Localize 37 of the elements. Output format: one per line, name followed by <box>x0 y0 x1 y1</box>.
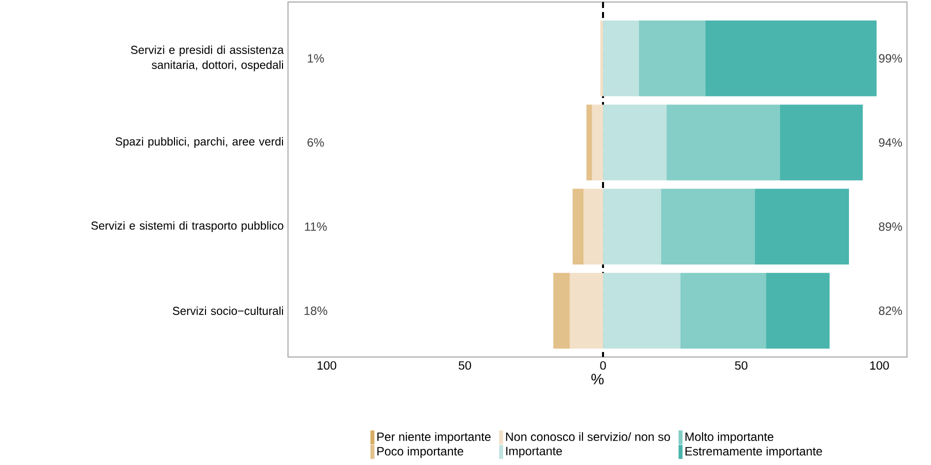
bar <box>780 104 863 180</box>
legend-label: Per niente importante <box>377 432 491 444</box>
x-tick-label: 100 <box>870 361 889 370</box>
bar <box>638 20 706 96</box>
x-tick-label: 50 <box>458 361 472 370</box>
bar <box>661 188 756 264</box>
bar <box>603 272 680 349</box>
y-tick-label: Servizi socio−culturali <box>172 306 283 315</box>
legend-label: Poco importante <box>377 446 464 458</box>
bar <box>680 272 766 349</box>
bar <box>603 20 639 96</box>
legend-label: Estremamente importante <box>686 446 822 458</box>
annotation: 94% <box>878 138 902 147</box>
annotation: 11% <box>304 222 327 231</box>
annotation: 18% <box>304 306 328 315</box>
bar <box>603 104 667 180</box>
x-tick-label: 100 <box>318 361 336 370</box>
legend-label: Molto importante <box>686 432 774 444</box>
legend-label: Importante <box>506 446 562 458</box>
x-tick-label: 50 <box>735 361 748 370</box>
y-tick-label: Servizi e presidi di assistenza sanitaria, dottori, ospedali <box>130 46 284 72</box>
bar <box>766 272 830 349</box>
bar <box>755 188 849 264</box>
y-tick-label: Servizi e sistemi di trasporto pubblico <box>91 221 284 232</box>
bar <box>705 20 877 96</box>
legend-label: Non conosco il servizio/ non so <box>506 432 670 441</box>
bar <box>666 104 780 180</box>
annotation: 82% <box>878 306 902 315</box>
x-axis-title: % <box>591 374 604 384</box>
annotation: 99% <box>878 54 902 63</box>
annotation: 89% <box>878 222 902 231</box>
annotation: 1% <box>308 54 324 63</box>
y-tick-label: Spazi pubblici, parchi, aree verdi <box>116 137 283 148</box>
annotation: 6% <box>308 138 324 147</box>
bar <box>600 20 604 96</box>
bar <box>603 188 662 264</box>
x-tick-label: 0 <box>600 361 606 370</box>
